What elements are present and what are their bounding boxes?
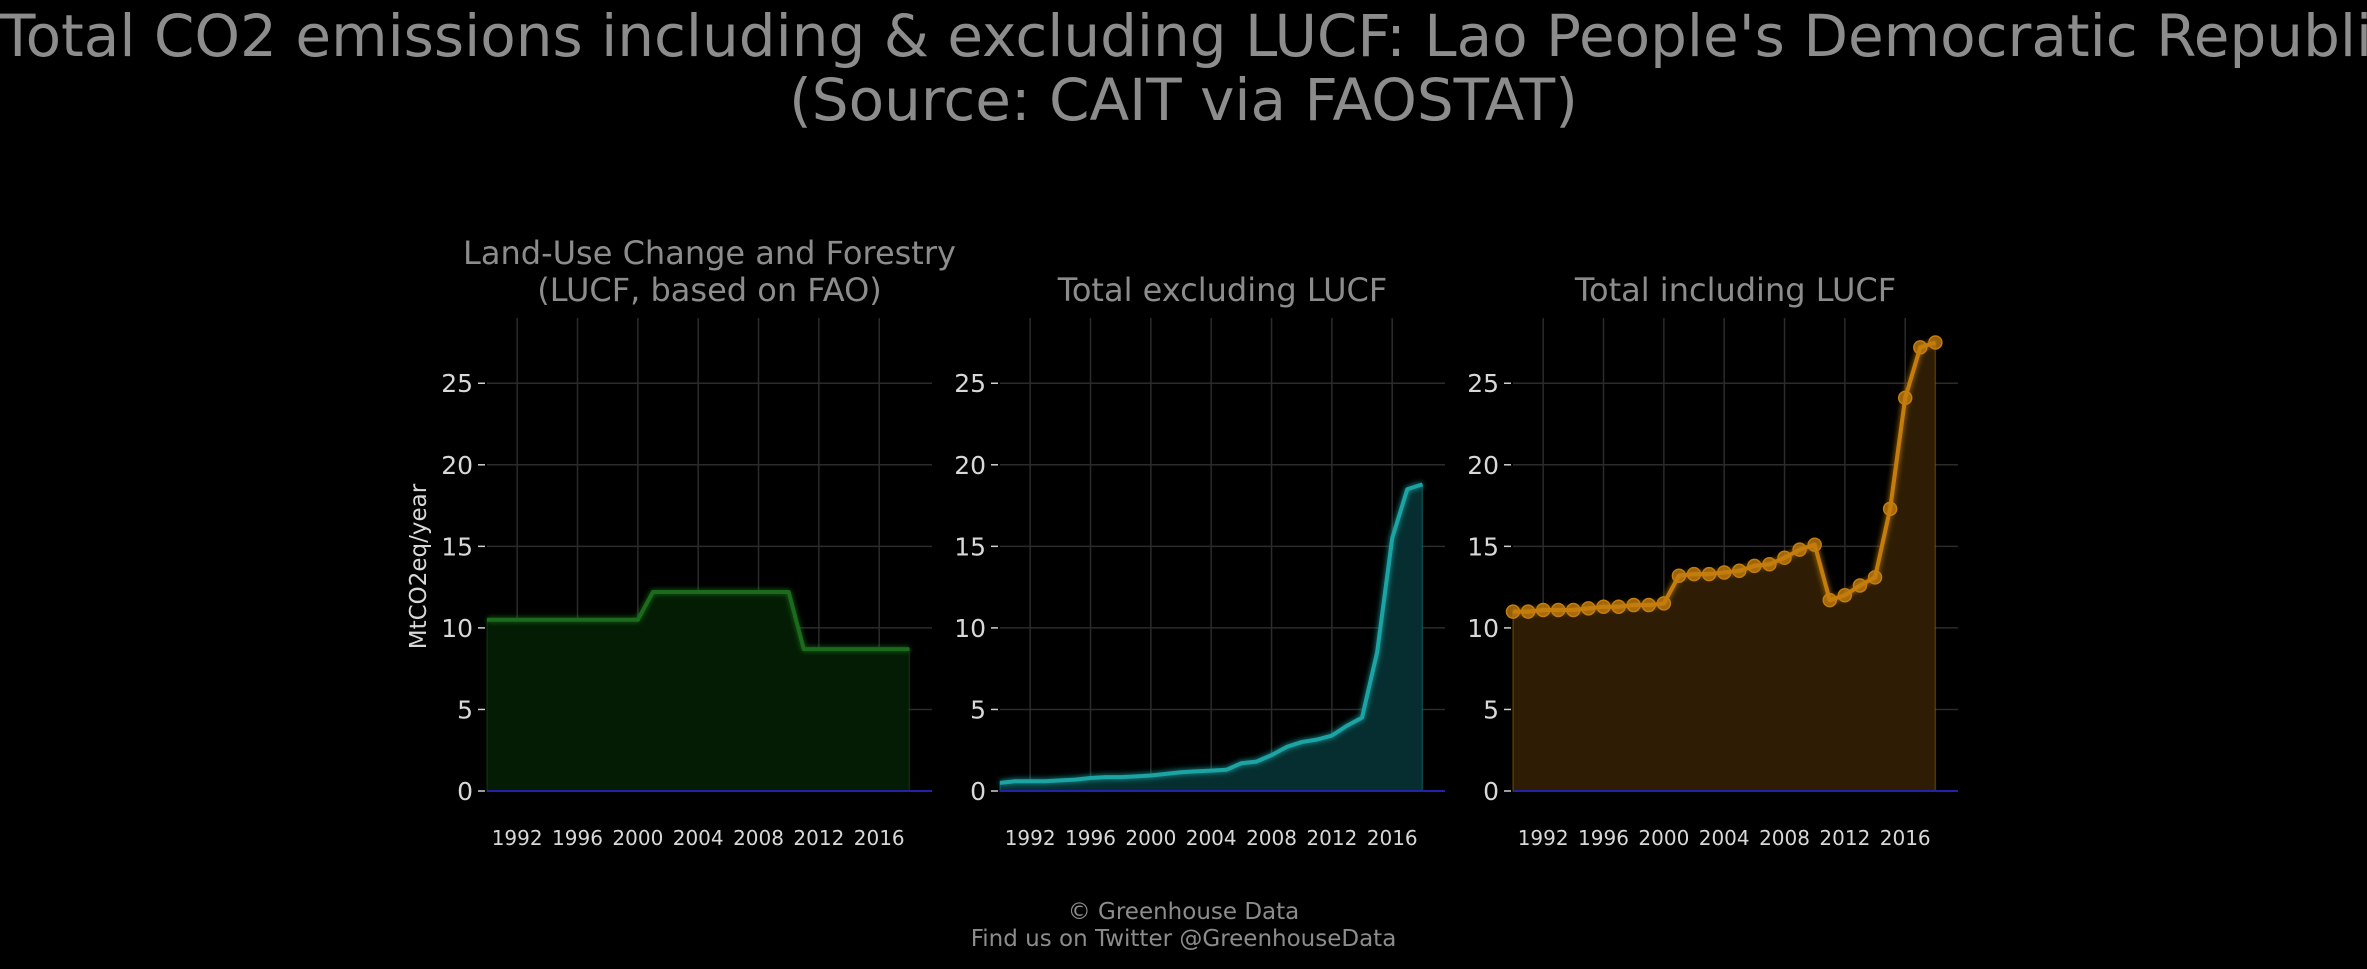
series-line (487, 590, 910, 652)
data-point (1732, 563, 1747, 579)
data-point (1913, 340, 1928, 355)
data-point (1596, 599, 1611, 614)
x-tick-label: 2004 (1186, 826, 1237, 850)
panel-title-line: Total excluding LUCF (1057, 271, 1388, 309)
y-tick-label: 15 (441, 532, 473, 561)
x-tick-label: 1992 (1518, 826, 1569, 850)
x-tick-label: 2000 (1125, 826, 1176, 850)
y-tick-label: 10 (954, 614, 986, 643)
y-tick-label: 10 (1467, 614, 1499, 643)
y-tick-label: 25 (441, 369, 473, 398)
x-tick-label: 1992 (492, 826, 543, 850)
data-point (1882, 501, 1898, 517)
x-tick-label: 2016 (854, 826, 905, 850)
data-point (1747, 558, 1762, 574)
chart-panel-1: 0 5 10 15 20 25 1992 1996 2000 2004 2008 2012 2016 La… (406, 234, 956, 850)
data-point (1867, 570, 1883, 585)
x-tick-label: 2000 (1638, 826, 1689, 850)
y-tick-label: 25 (1467, 369, 1499, 398)
chart-title-line-1: Total CO2 emissions including & excludin… (0, 2, 2367, 70)
y-tick-label: 15 (1467, 532, 1499, 561)
y-tick-label: 10 (441, 614, 473, 643)
y-tick-label: 20 (1467, 451, 1499, 480)
x-tick-label: 2008 (733, 826, 784, 850)
x-tick-label: 1996 (1065, 826, 1116, 850)
data-point (1535, 602, 1551, 618)
data-point (1520, 604, 1536, 619)
data-point (1701, 566, 1717, 582)
panel-title-line: Land-Use Change and Forestry (463, 234, 956, 272)
footer-twitter: Find us on Twitter @GreenhouseData (970, 926, 1397, 952)
series-area (486, 591, 911, 792)
y-tick-label: 5 (1483, 695, 1499, 724)
x-tick-label: 2012 (1819, 826, 1870, 850)
y-tick-label: 0 (457, 777, 473, 806)
data-point (1505, 604, 1521, 619)
data-point (1626, 597, 1641, 613)
footer-copyright: © Greenhouse Data (1067, 899, 1300, 925)
data-point (1566, 602, 1581, 618)
x-tick-label: 2004 (673, 826, 724, 850)
y-tick-label: 20 (441, 451, 473, 480)
x-tick-label: 1996 (1578, 826, 1629, 850)
chart-title-line-2: (Source: CAIT via FAOSTAT) (789, 66, 1578, 134)
x-tick-label: 2012 (793, 826, 844, 850)
chart-main-title: Total CO2 emissions including & excludin… (0, 4, 2367, 132)
x-tick-label: 1996 (552, 826, 603, 850)
chart-footer: © Greenhouse Data Find us on Twitter @Gr… (0, 899, 2367, 953)
data-point (1837, 588, 1853, 603)
x-tick-label: 2016 (1880, 826, 1931, 850)
data-point (1792, 542, 1807, 557)
series-line (999, 482, 1423, 785)
data-point (1641, 597, 1657, 613)
y-tick-label: 5 (457, 695, 473, 724)
x-tick-label: 2012 (1306, 826, 1357, 850)
y-tick-label: 0 (970, 777, 986, 806)
data-point (1852, 578, 1868, 593)
y-tick-label: 5 (970, 695, 986, 724)
x-tick-label: 2008 (1759, 826, 1810, 850)
data-point (1762, 557, 1777, 572)
data-point (1807, 537, 1822, 552)
y-tick-label: 25 (954, 369, 986, 398)
x-tick-label: 2000 (612, 826, 663, 850)
data-point (1581, 601, 1596, 616)
chart-panel-2: 0 5 10 15 20 25 1992 1996 2000 2004 2008 2012 2016 To… (954, 271, 1445, 850)
data-point (1777, 550, 1792, 566)
x-tick-label: 1992 (1005, 826, 1056, 850)
x-tick-label: 2016 (1367, 826, 1418, 850)
data-point (1551, 602, 1566, 618)
x-tick-label: 2008 (1246, 826, 1297, 850)
data-point (1822, 592, 1838, 608)
y-tick-label: 15 (954, 532, 986, 561)
x-tick-label: 2004 (1699, 826, 1750, 850)
y-tick-label: 0 (1483, 777, 1499, 806)
chart-panel-3: 0 5 10 15 20 25 1992 1996 2000 2004 2008 2012 2016 To… (1467, 271, 1958, 850)
y-axis-label: MtCO2eq/year (406, 483, 432, 649)
data-point (1656, 596, 1672, 611)
data-point (1897, 390, 1913, 406)
data-point (1671, 568, 1687, 583)
data-point (1928, 335, 1943, 350)
y-tick-label: 20 (954, 451, 986, 480)
data-point (1686, 566, 1702, 582)
panel-title-line: Total including LUCF (1574, 271, 1896, 309)
data-point (1611, 599, 1626, 614)
data-point (1716, 565, 1732, 580)
panel-title-line: (LUCF, based on FAO) (537, 271, 882, 309)
